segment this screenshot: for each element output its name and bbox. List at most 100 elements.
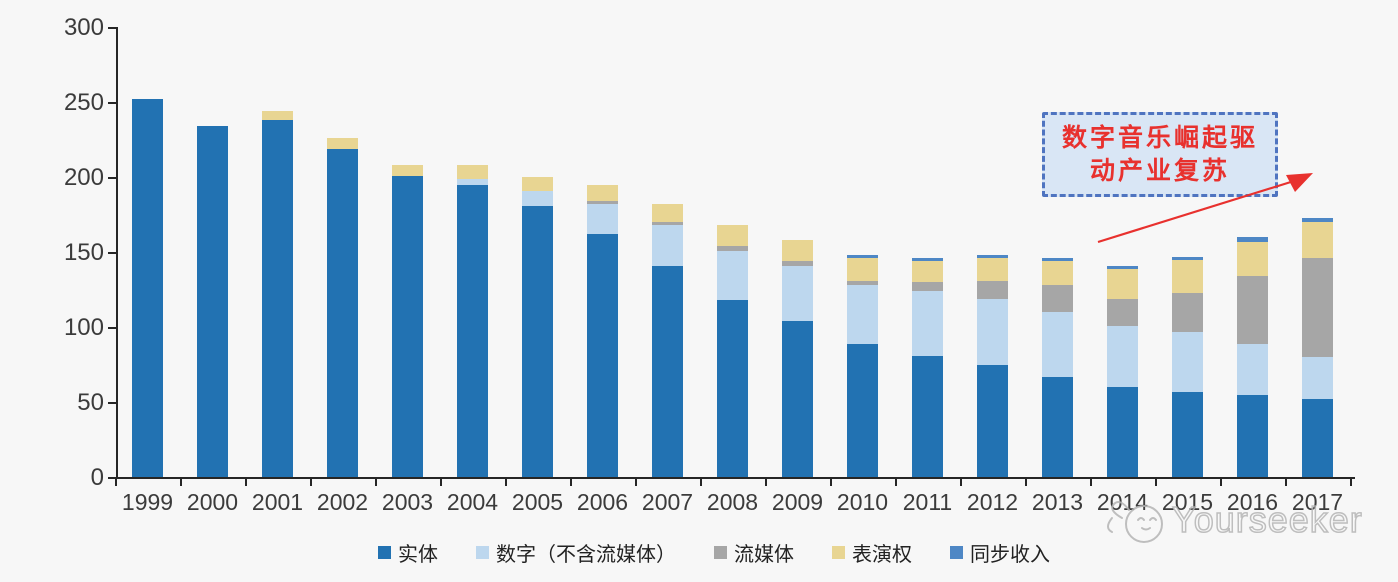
- legend: 实体 数字（不含流媒体） 流媒体 表演权 同步收入: [0, 538, 1398, 567]
- bar-segment-2000-实体: [197, 126, 228, 477]
- bar-segment-2012-同步收入: [977, 255, 1008, 258]
- annotation-callout: 数字音乐崛起驱 动产业复苏: [1042, 112, 1278, 197]
- bar-segment-2010-同步收入: [847, 255, 878, 258]
- bar-segment-2011-表演权: [912, 261, 943, 282]
- bar-segment-2002-实体: [327, 148, 358, 477]
- x-axis-line: [112, 477, 1355, 479]
- bar-segment-2011-数字（不含流媒体）: [912, 291, 943, 356]
- bar-segment-2009-实体: [782, 321, 813, 477]
- x-axis-tick: [115, 479, 117, 486]
- bar-segment-2006-表演权: [587, 184, 618, 201]
- x-axis-label-2011: 2011: [902, 489, 953, 515]
- watermark-text: Yourseeker: [1171, 498, 1363, 541]
- bar-segment-2004-实体: [457, 184, 488, 477]
- x-axis-tick: [700, 479, 702, 486]
- bar-segment-2004-表演权: [457, 165, 488, 179]
- bar-segment-2014-流媒体: [1107, 298, 1138, 326]
- bar-segment-2009-数字（不含流媒体）: [782, 265, 813, 321]
- legend-item-数字（不含流媒体）: 数字（不含流媒体）: [476, 538, 676, 567]
- x-axis-tick: [1285, 479, 1287, 486]
- x-axis-tick: [375, 479, 377, 486]
- x-axis-tick: [830, 479, 832, 486]
- bar-segment-2007-表演权: [652, 204, 683, 222]
- x-axis-label-2008: 2008: [706, 489, 759, 515]
- x-axis-tick: [505, 479, 507, 486]
- x-axis-label-2014: 2014: [1096, 489, 1149, 515]
- bar-segment-2006-数字（不含流媒体）: [587, 204, 618, 234]
- annotation-text-line2: 动产业复苏: [1089, 156, 1230, 185]
- bar-segment-2001-表演权: [262, 111, 293, 120]
- x-axis-label-2001: 2001: [251, 489, 304, 515]
- x-axis-tick: [180, 479, 182, 486]
- x-axis-label-2005: 2005: [511, 489, 564, 515]
- y-axis-tick-label: 300: [63, 14, 104, 41]
- bar-segment-2011-实体: [912, 355, 943, 477]
- bar-segment-2008-表演权: [717, 225, 748, 246]
- x-axis-tick: [895, 479, 897, 486]
- bar-segment-2016-数字（不含流媒体）: [1237, 343, 1268, 395]
- bar-segment-2014-实体: [1107, 387, 1138, 477]
- bar-segment-2010-数字（不含流媒体）: [847, 285, 878, 344]
- bar-segment-2017-流媒体: [1302, 258, 1333, 357]
- bar-segment-2003-实体: [392, 175, 423, 477]
- x-axis-tick: [1350, 479, 1352, 486]
- bar-segment-2013-实体: [1042, 376, 1073, 477]
- bar-segment-2013-流媒体: [1042, 285, 1073, 312]
- bar-segment-2015-实体: [1172, 391, 1203, 477]
- y-axis-tick: [108, 402, 116, 404]
- bar-segment-2010-实体: [847, 343, 878, 477]
- bar-segment-2008-流媒体: [717, 246, 748, 251]
- x-axis-label-2009: 2009: [771, 489, 824, 515]
- bar-segment-2015-流媒体: [1172, 292, 1203, 332]
- legend-swatch-icon: [832, 546, 845, 559]
- legend-swatch-icon: [714, 546, 727, 559]
- legend-item-流媒体: 流媒体: [714, 538, 794, 567]
- x-axis-label-2000: 2000: [186, 489, 239, 515]
- yourseeker-logo-icon: [1107, 501, 1163, 543]
- bar-segment-2002-表演权: [327, 138, 358, 149]
- bar-segment-2016-实体: [1237, 394, 1268, 477]
- bar-segment-2001-实体: [262, 120, 293, 477]
- y-axis-tick: [108, 177, 116, 179]
- bar-segment-2012-数字（不含流媒体）: [977, 298, 1008, 365]
- bar-segment-2012-流媒体: [977, 280, 1008, 299]
- bar-segment-2017-表演权: [1302, 222, 1333, 258]
- x-axis-tick: [310, 479, 312, 486]
- bar-segment-2017-实体: [1302, 399, 1333, 477]
- x-axis-tick: [635, 479, 637, 486]
- bar-segment-2014-同步收入: [1107, 265, 1138, 269]
- bar-segment-2009-流媒体: [782, 261, 813, 266]
- bar-segment-2013-同步收入: [1042, 258, 1073, 261]
- x-axis-label-2012: 2012: [966, 489, 1019, 515]
- legend-label: 实体: [398, 544, 438, 566]
- legend-swatch-icon: [378, 546, 391, 559]
- x-axis-tick: [1025, 479, 1027, 486]
- y-axis-tick-label: 200: [63, 164, 104, 191]
- bar-segment-2009-表演权: [782, 240, 813, 261]
- x-axis-tick: [1090, 479, 1092, 486]
- bar-segment-2014-表演权: [1107, 268, 1138, 299]
- annotation-text-line1: 数字音乐崛起驱: [1061, 123, 1258, 152]
- x-axis-label-2007: 2007: [641, 489, 694, 515]
- y-axis-tick-label: 50: [77, 389, 104, 416]
- x-axis-label-2017: 2017: [1291, 489, 1344, 515]
- y-axis-tick-label: 150: [63, 239, 104, 266]
- legend-label: 同步收入: [970, 544, 1050, 566]
- x-axis-tick: [960, 479, 962, 486]
- x-axis-label-2015: 2015: [1161, 489, 1214, 515]
- y-axis-tick: [108, 327, 116, 329]
- bar-segment-2015-表演权: [1172, 259, 1203, 293]
- y-axis-tick: [108, 27, 116, 29]
- bar-segment-2017-数字（不含流媒体）: [1302, 357, 1333, 399]
- bar-segment-2012-表演权: [977, 258, 1008, 281]
- x-axis-tick: [765, 479, 767, 486]
- legend-label: 表演权: [852, 544, 912, 566]
- y-axis-tick-label: 250: [63, 89, 104, 116]
- bar-segment-1999-实体: [132, 99, 163, 477]
- x-axis-tick: [245, 479, 247, 486]
- x-axis-tick: [570, 479, 572, 486]
- bar-segment-2016-表演权: [1237, 241, 1268, 276]
- x-axis-label-2006: 2006: [576, 489, 629, 515]
- bar-segment-2010-流媒体: [847, 280, 878, 285]
